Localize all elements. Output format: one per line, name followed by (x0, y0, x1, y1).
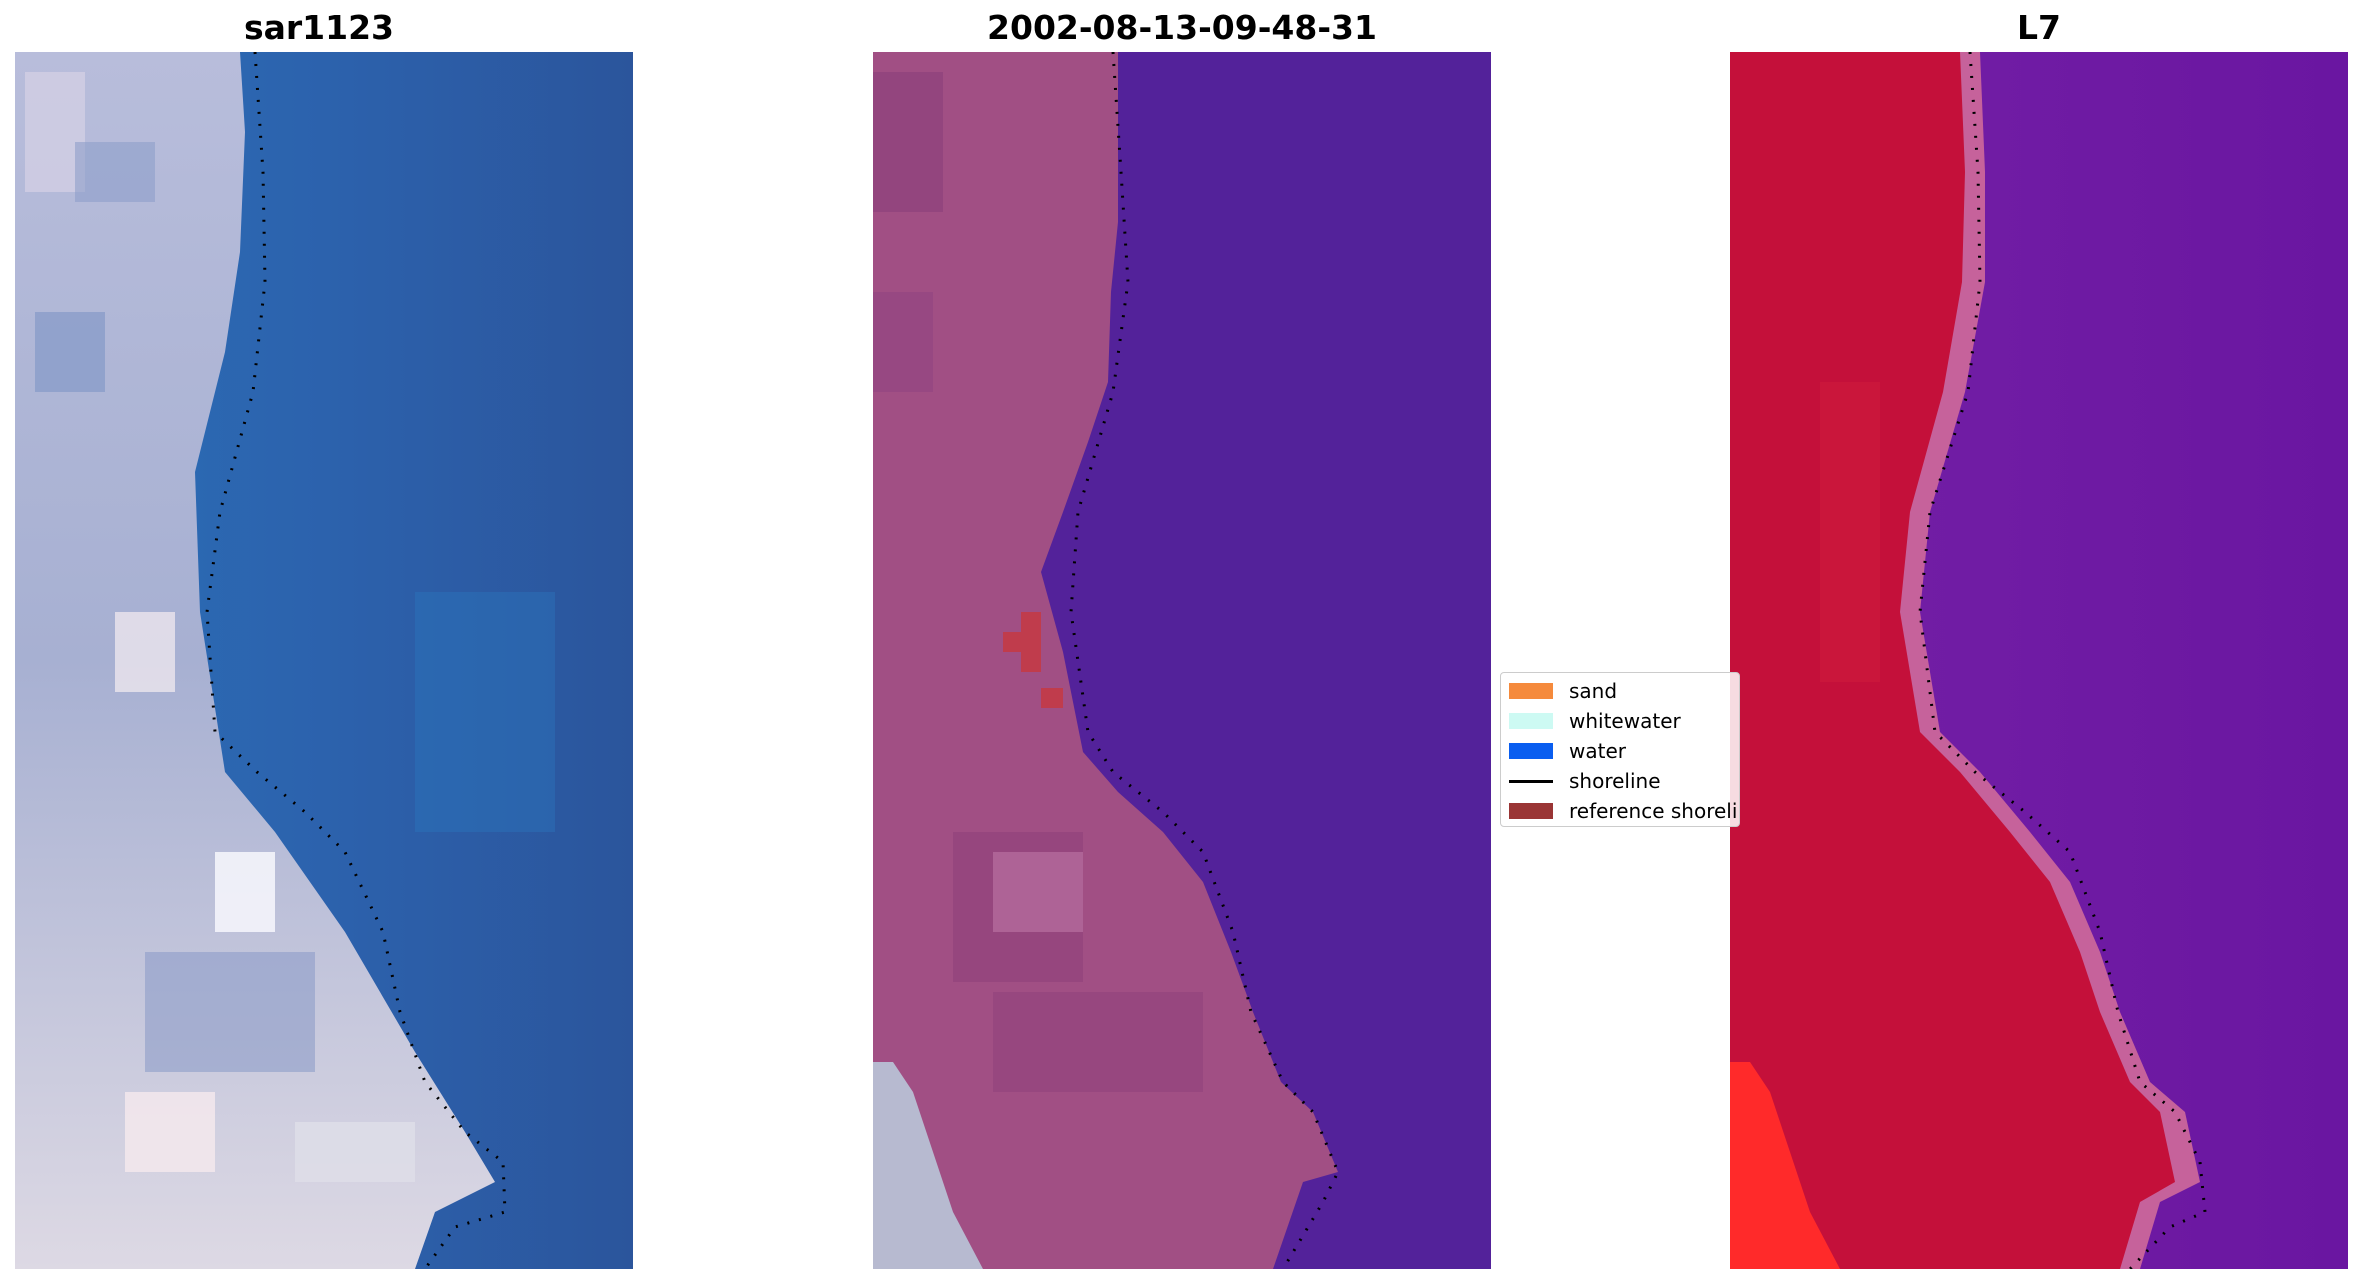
classified-image (873, 52, 1491, 1269)
legend-swatch-sand (1509, 683, 1553, 699)
index-image (1730, 52, 2348, 1269)
legend-label: reference shoreline (1569, 799, 1739, 823)
legend-swatch-water (1509, 743, 1553, 759)
legend: sand whitewater water shoreline referenc… (1500, 672, 1740, 827)
index-image-panel (1730, 52, 2348, 1269)
legend-label: shoreline (1569, 769, 1661, 793)
legend-label: sand (1569, 679, 1618, 703)
legend-swatch-whitewater (1509, 713, 1553, 729)
classified-image-panel (873, 52, 1491, 1269)
rgb-image-panel (15, 52, 633, 1269)
legend-line-shoreline (1509, 780, 1553, 783)
panel-title-rgb: sar1123 (243, 8, 395, 47)
legend-label: whitewater (1569, 709, 1681, 733)
panel-title-index: L7 (2017, 8, 2061, 47)
legend-swatch-reference-shoreline (1509, 803, 1553, 819)
legend-label: water (1569, 739, 1626, 763)
rgb-satellite-image (15, 52, 633, 1269)
panel-title-classified: 2002-08-13-09-48-31 (987, 8, 1377, 47)
shoreline-dots (1069, 52, 1340, 1269)
